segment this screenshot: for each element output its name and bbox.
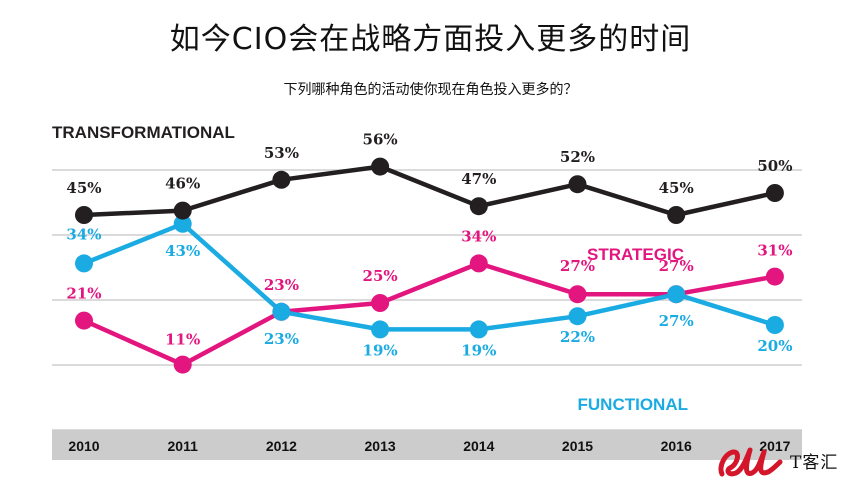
strategic-series-name: STRATEGIC [587,245,684,264]
strategic-point [469,254,488,273]
chart-subtitle: 下列哪种角色的活动使你现在角色投入更多的？ [283,82,578,98]
chart-title: 如今CIO会在战略方面投入更多的时间 [169,22,692,57]
transformational-point [272,170,291,189]
transformational-point [75,206,93,224]
strategic-data-label: 27% [560,257,595,275]
functional-data-label: 19% [363,341,398,359]
functional-data-label: 43% [165,242,200,260]
strategic-point [75,311,93,330]
series-points [75,157,784,374]
x-axis-ticks: 2010 2011 2012 2013 2014 2015 2016 2017 [68,438,790,454]
functional-point [667,285,686,304]
transformational-point [765,184,784,202]
transformational-data-label: 45% [659,179,694,197]
transformational-series-line [83,164,776,218]
functional-point [75,254,93,273]
strategic-data-label: 21% [66,285,101,303]
logo-icon [718,447,783,477]
functional-point [765,316,784,334]
x-axis-band [52,430,802,460]
functional-data-label: 27% [659,312,694,330]
transformational-data-label: 56% [363,131,398,149]
strategic-data-label: 23% [264,276,299,294]
transformational-data-label: 46% [165,175,200,193]
transformational-data-label: 50% [757,157,792,175]
transformational-point [667,206,686,224]
strategic-point [568,285,587,304]
transformational-series-name: TRANSFORMATIONAL [52,123,235,142]
data-labels: 21% 11% 23% 25% 34% 27% 27% 31% 34% 43% 23% 19% 19% 2… [66,131,792,360]
watermark-logo: T客汇 [716,440,838,480]
strategic-point [765,267,784,286]
strategic-data-label: 11% [165,331,200,349]
strategic-data-label: 25% [363,267,398,285]
x-tick-label: 2017 [759,438,790,454]
functional-data-label: 20% [757,337,792,355]
functional-series-name: FUNCTIONAL [578,395,688,414]
functional-point [469,320,488,339]
x-tick-label: 2011 [168,438,199,454]
strategic-data-label: 27% [659,257,694,275]
transformational-point [371,157,390,176]
functional-data-label: 22% [560,328,595,346]
functional-series-line [83,221,776,332]
x-tick-label: 2014 [463,438,494,454]
series-names: STRATEGIC FUNCTIONAL TRANSFORMATIONAL [52,123,688,414]
transformational-data-label: 53% [264,144,299,162]
transformational-data-label: 45% [66,179,101,197]
series-lines [83,164,776,367]
transformational-data-label: 52% [560,148,595,166]
strategic-data-label: 31% [757,242,792,260]
transformational-point [173,201,192,220]
x-tick-label: 2016 [661,438,692,454]
strategic-series-line [83,261,776,367]
x-tick-label: 2013 [365,438,396,454]
functional-data-label: 19% [461,341,496,359]
functional-point [568,307,587,326]
transformational-point [568,175,587,194]
functional-point [371,320,390,339]
functional-point [173,214,192,233]
transformational-point [469,197,488,216]
x-tick-label: 2015 [562,438,593,454]
functional-point [272,302,291,321]
functional-data-label: 23% [264,330,299,348]
strategic-point [371,294,390,312]
transformational-data-label: 47% [461,170,496,188]
x-tick-label: 2010 [68,438,99,454]
strategic-data-label: 34% [461,227,496,245]
strategic-point [173,355,192,374]
functional-data-label: 34% [66,225,101,243]
watermark-text: T客汇 [790,452,839,473]
x-tick-label: 2012 [266,438,297,454]
